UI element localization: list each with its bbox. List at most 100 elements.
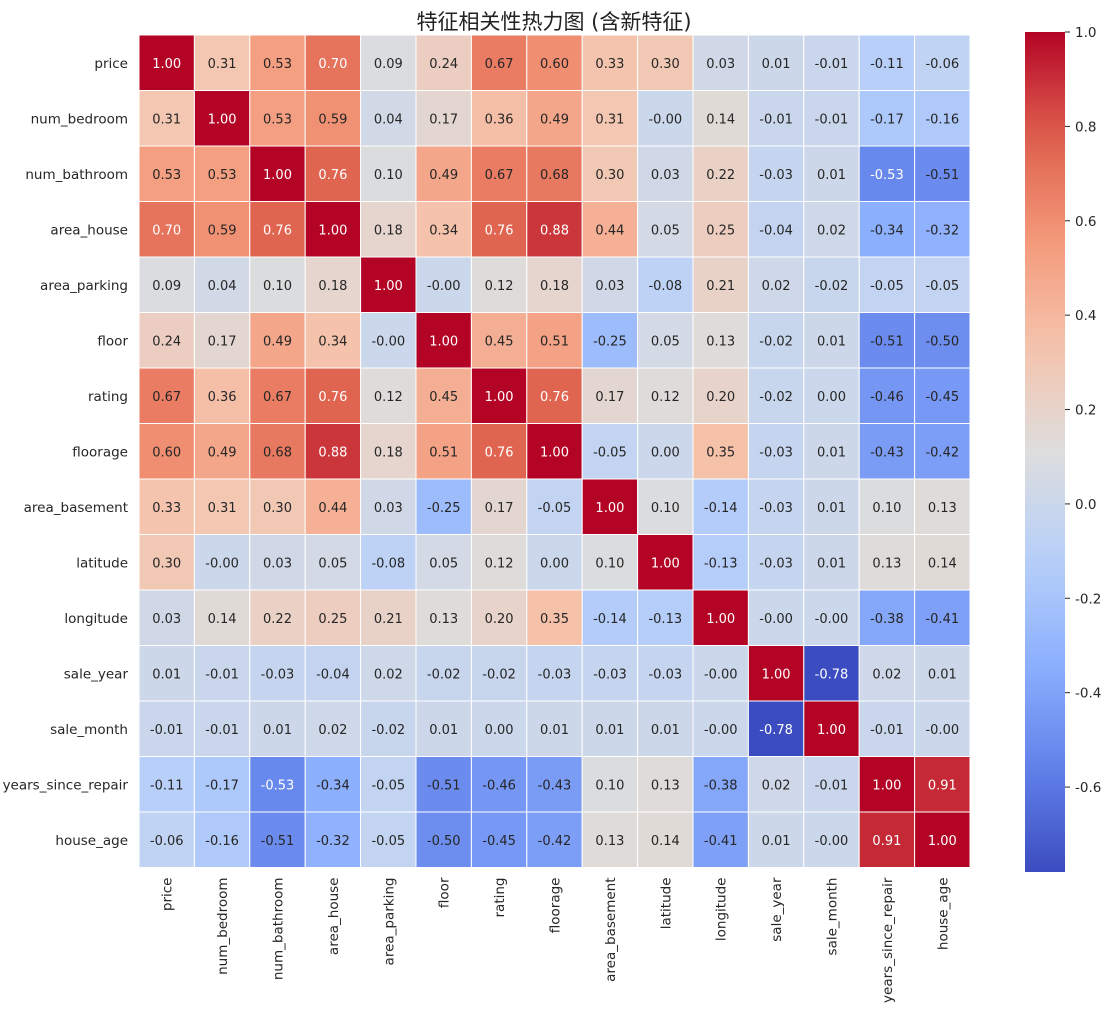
heatmap-cell-label-area_basement-longitude: -0.14 xyxy=(704,501,738,516)
heatmap-cell-label-house_age-rating: -0.45 xyxy=(482,834,516,849)
heatmap-cell-label-area_parking-price: 0.09 xyxy=(152,279,181,294)
heatmap-cell-label-area_basement-num_bathroom: 0.30 xyxy=(263,501,292,516)
chart-title: 特征相关性热力图 (含新特征) xyxy=(416,10,691,34)
colorbar-tick-label-0.8: 0.8 xyxy=(1075,119,1096,135)
column-label-area_basement: area_basement xyxy=(603,878,619,982)
heatmap-cell-label-sale_year-price: 0.01 xyxy=(152,667,181,682)
column-label-longitude: longitude xyxy=(714,878,730,942)
heatmap-cell-years_since_repair-price xyxy=(138,756,195,813)
heatmap-cell-years_since_repair-house_age xyxy=(914,756,971,813)
heatmap-cell-latitude-sale_month xyxy=(803,534,860,591)
column-label-num_bathroom: num_bathroom xyxy=(271,878,287,981)
heatmap-cell-label-area_parking-num_bedroom: 0.04 xyxy=(208,279,237,294)
heatmap-cell-floor-house_age xyxy=(914,312,971,369)
heatmap-cell-label-years_since_repair-sale_month: -0.01 xyxy=(815,778,849,793)
heatmap-cell-label-area_parking-area_basement: 0.03 xyxy=(595,279,624,294)
heatmap-cell-area_basement-house_age xyxy=(914,478,971,535)
heatmap-cell-label-num_bathroom-area_parking: 0.10 xyxy=(374,168,403,183)
heatmap-cell-label-num_bedroom-sale_month: -0.01 xyxy=(815,112,849,127)
heatmap-cell-years_since_repair-rating xyxy=(470,756,528,813)
colorbar-tick-label--0.2: -0.2 xyxy=(1075,591,1101,607)
heatmap-cell-label-area_parking-years_since_repair: -0.05 xyxy=(870,279,904,294)
heatmap-cell-label-sale_year-num_bedroom: -0.01 xyxy=(205,667,239,682)
heatmap-cell-label-house_age-area_parking: -0.05 xyxy=(371,834,405,849)
row-label-area_basement: area_basement xyxy=(24,500,128,516)
heatmap-cell-longitude-floor xyxy=(415,589,472,646)
heatmap-cell-label-house_age-longitude: -0.41 xyxy=(704,834,738,849)
heatmap-cell-label-floorage-area_house: 0.88 xyxy=(318,445,347,460)
heatmap-cell-label-sale_year-area_parking: 0.02 xyxy=(374,667,403,682)
heatmap-cell-num_bedroom-num_bathroom xyxy=(249,90,306,147)
heatmap-cell-label-num_bedroom-area_parking: 0.04 xyxy=(374,112,403,127)
column-label-sale_year: sale_year xyxy=(769,877,785,942)
heatmap-cell-label-latitude-sale_month: 0.01 xyxy=(817,556,846,571)
heatmap-cell-price-floor xyxy=(415,34,472,91)
heatmap-cell-label-sale_month-price: -0.01 xyxy=(150,723,184,738)
heatmap-cell-label-area_house-sale_month: 0.02 xyxy=(817,223,846,238)
heatmap-cell-label-years_since_repair-num_bedroom: -0.17 xyxy=(205,778,239,793)
heatmap-cell-label-years_since_repair-latitude: 0.13 xyxy=(651,778,680,793)
heatmap-cell-area_basement-floorage xyxy=(526,478,583,535)
heatmap-cell-label-floorage-rating: 0.76 xyxy=(485,445,514,460)
heatmap-cell-area_basement-floor xyxy=(415,478,472,535)
heatmap-cell-label-floorage-area_parking: 0.18 xyxy=(374,445,403,460)
heatmap-cell-label-floor-price: 0.24 xyxy=(152,334,181,349)
heatmap-cell-floor-years_since_repair xyxy=(858,312,916,369)
heatmap-cell-label-price-area_house: 0.70 xyxy=(318,57,347,72)
row-label-num_bathroom: num_bathroom xyxy=(25,167,128,183)
heatmap-cell-label-num_bedroom-years_since_repair: -0.17 xyxy=(870,112,904,127)
heatmap-cell-area_parking-latitude xyxy=(637,256,694,313)
heatmap-cell-label-num_bathroom-floor: 0.49 xyxy=(429,168,458,183)
heatmap-cell-house_age-rating xyxy=(470,811,528,868)
heatmap-cell-label-longitude-longitude: 1.00 xyxy=(706,612,735,627)
heatmap-cell-label-floorage-sale_month: 0.01 xyxy=(817,445,846,460)
heatmap-cell-label-latitude-area_basement: 0.10 xyxy=(595,556,624,571)
heatmap-cell-label-floor-rating: 0.45 xyxy=(485,334,514,349)
heatmap-cell-label-house_age-sale_year: 0.01 xyxy=(762,834,791,849)
heatmap-cell-floor-sale_month xyxy=(803,312,860,369)
heatmap-cell-longitude-latitude xyxy=(637,589,694,646)
heatmap-cell-label-longitude-floor: 0.13 xyxy=(429,612,458,627)
heatmap-cell-label-longitude-price: 0.03 xyxy=(152,612,181,627)
heatmap-cell-years_since_repair-area_house xyxy=(304,756,362,813)
heatmap-cell-label-floor-area_basement: -0.25 xyxy=(593,334,627,349)
heatmap-cell-floor-area_basement xyxy=(581,312,639,369)
colorbar-tick-label-0.6: 0.6 xyxy=(1075,214,1096,230)
heatmap-cell-label-sale_month-house_age: -0.00 xyxy=(925,723,959,738)
heatmap-cell-label-floorage-num_bathroom: 0.68 xyxy=(263,445,292,460)
heatmap-cell-label-rating-years_since_repair: -0.46 xyxy=(870,390,904,405)
heatmap-cell-label-house_age-area_basement: 0.13 xyxy=(595,834,624,849)
heatmap-cell-label-floor-house_age: -0.50 xyxy=(925,334,959,349)
heatmap-cell-area_basement-area_basement xyxy=(581,478,639,535)
heatmap-cell-longitude-rating xyxy=(470,589,528,646)
heatmap-cell-label-rating-longitude: 0.20 xyxy=(706,390,735,405)
heatmap-cell-label-floor-area_parking: -0.00 xyxy=(371,334,405,349)
heatmap-cell-num_bathroom-sale_year xyxy=(747,145,805,202)
heatmap-cell-label-rating-floor: 0.45 xyxy=(429,390,458,405)
heatmap-cell-rating-rating xyxy=(470,367,528,424)
heatmap-cell-label-price-area_basement: 0.33 xyxy=(595,57,624,72)
heatmap-cell-label-sale_year-floorage: -0.03 xyxy=(538,667,572,682)
heatmap-cell-latitude-latitude xyxy=(637,534,694,591)
heatmap-cell-sale_year-price xyxy=(138,645,195,702)
heatmap-cell-label-sale_month-area_parking: -0.02 xyxy=(371,723,405,738)
colorbar-gradient xyxy=(1025,32,1065,872)
heatmap-cell-label-latitude-rating: 0.12 xyxy=(485,556,514,571)
heatmap-cell-label-house_age-sale_month: -0.00 xyxy=(815,834,849,849)
heatmap-cell-label-price-house_age: -0.06 xyxy=(925,57,959,72)
column-label-price: price xyxy=(160,878,176,912)
heatmap-cell-label-sale_month-floorage: 0.01 xyxy=(540,723,569,738)
heatmap-cell-label-area_house-area_basement: 0.44 xyxy=(595,223,624,238)
heatmap-cell-label-floorage-price: 0.60 xyxy=(152,445,181,460)
heatmap-cell-label-area_basement-price: 0.33 xyxy=(152,501,181,516)
heatmap-cell-label-longitude-area_parking: 0.21 xyxy=(374,612,403,627)
heatmap-cell-label-rating-latitude: 0.12 xyxy=(651,390,680,405)
heatmap-cell-label-longitude-rating: 0.20 xyxy=(485,612,514,627)
heatmap-cell-label-floorage-latitude: 0.00 xyxy=(651,445,680,460)
heatmap-cell-label-years_since_repair-floor: -0.51 xyxy=(427,778,461,793)
heatmap-cell-rating-floor xyxy=(415,367,472,424)
heatmap-cell-label-sale_month-area_basement: 0.01 xyxy=(595,723,624,738)
heatmap-cell-label-years_since_repair-area_basement: 0.10 xyxy=(595,778,624,793)
heatmap-cell-years_since_repair-sale_month xyxy=(803,756,860,813)
heatmap-cell-label-sale_month-sale_month: 1.00 xyxy=(817,723,846,738)
